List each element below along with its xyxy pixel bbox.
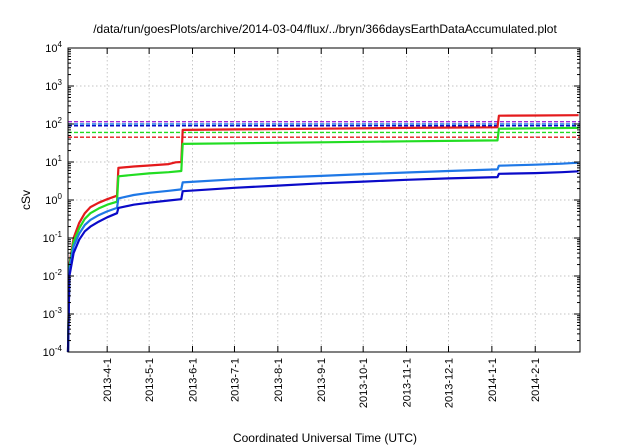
y-tick-label: 10-4 [43,344,63,359]
x-tick-label: 2013-6-1 [188,358,200,402]
chart-title: /data/run/goesPlots/archive/2014-03-04/f… [93,22,557,36]
x-tick-label: 2013-7-1 [229,358,241,402]
series-line [66,170,579,353]
x-tick-label: 2013-5-1 [144,358,156,402]
y-tick-label: 10-1 [43,230,63,245]
x-tick-label: 2013-4-1 [102,358,114,402]
x-tick-label: 2013-12-1 [444,358,456,408]
series-line [66,114,579,353]
series-lines [66,114,579,353]
x-axis: 2013-4-1 2013-5-1 2013-6-1 2013-7-1 2013-8-1… [102,48,542,408]
y-tick-label: 103 [45,78,62,93]
series-line [66,126,579,353]
series-line [66,161,579,353]
x-tick-label: 2014-1-1 [487,358,499,402]
grid-lines [68,48,580,352]
reference-lines [68,120,580,138]
x-tick-label: 2013-9-1 [316,358,328,402]
y-tick-label: 10-3 [43,306,63,321]
y-tick-label: 104 [45,40,62,55]
y-tick-label: 101 [45,154,62,169]
x-tick-label: 2013-10-1 [358,358,370,408]
y-axis: 10-4 10-3 10-2 10-1 100 101 102 103 104 [43,40,580,359]
x-axis-label: Coordinated Universal Time (UTC) [233,431,417,445]
x-tick-label: 2013-11-1 [402,358,414,407]
y-tick-label: 10-2 [43,268,63,283]
y-axis-label: cSv [19,190,33,210]
x-tick-label: 2014-2-1 [530,358,542,402]
y-tick-label: 102 [45,116,62,131]
y-tick-label: 100 [45,192,62,207]
x-tick-label: 2013-8-1 [273,358,285,402]
